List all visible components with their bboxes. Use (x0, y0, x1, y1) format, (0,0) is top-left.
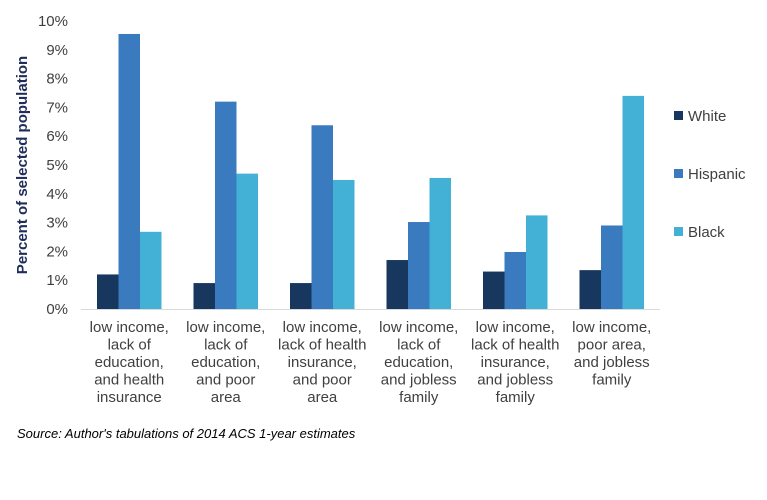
bar-black (622, 95, 644, 309)
y-tick-label: 8% (46, 71, 68, 88)
y-axis-label: Percent of selected population (14, 56, 31, 274)
x-category-label: low income, poor area, and jobless family (572, 319, 651, 389)
bar-hispanic (601, 225, 623, 309)
y-tick-label: 0% (46, 301, 68, 318)
bar-hispanic (215, 101, 237, 309)
y-tick-label: 9% (46, 42, 68, 59)
bar-white (290, 283, 312, 309)
legend-swatch-hispanic (674, 169, 683, 178)
y-tick-labels: 0% 1% 2% 3% 4% 5% 6% 7% 8% 9% 10% (38, 13, 68, 318)
bar-hispanic (311, 125, 333, 309)
bar-hispanic (504, 251, 526, 309)
bar-black (140, 231, 162, 309)
legend-swatch-white (674, 111, 683, 120)
bar-black (236, 173, 258, 309)
x-category-label: low income, lack of education, and jobless f… (379, 319, 458, 406)
category-labels: low income, lack of education, and health in… (90, 319, 652, 406)
x-category-label: low income, lack of health insurance, and p… (278, 319, 366, 406)
y-tick-label: 10% (38, 13, 68, 30)
x-category-label: low income, lack of education, and health in… (90, 319, 169, 406)
legend-swatch-black (674, 227, 683, 236)
bar-black (526, 215, 548, 309)
y-tick-label: 1% (46, 272, 68, 289)
y-tick-label: 3% (46, 215, 68, 232)
legend-label-black: Black (688, 224, 725, 241)
y-tick-label: 5% (46, 157, 68, 174)
bar-white (386, 260, 408, 309)
bar-white (483, 271, 505, 309)
legend: White Hispanic Black (674, 108, 746, 241)
y-tick-label: 6% (46, 128, 68, 145)
bar-white (193, 283, 215, 309)
bar-white (579, 270, 601, 309)
x-category-label: low income, lack of health insurance, and j… (471, 319, 559, 406)
bar-black (429, 177, 451, 309)
legend-label-hispanic: Hispanic (688, 166, 746, 183)
legend-label-white: White (688, 108, 726, 125)
bar-black (333, 179, 355, 309)
x-category-label: low income, lack of education, and poor area (186, 319, 265, 406)
source-note: Source: Author's tabulations of 2014 ACS… (17, 426, 356, 441)
bar-white (97, 274, 119, 309)
y-tick-label: 4% (46, 186, 68, 203)
y-tick-label: 2% (46, 243, 68, 260)
bars (97, 33, 644, 310)
bar-hispanic (118, 33, 140, 310)
bar-hispanic (408, 222, 430, 309)
y-tick-label: 7% (46, 99, 68, 116)
